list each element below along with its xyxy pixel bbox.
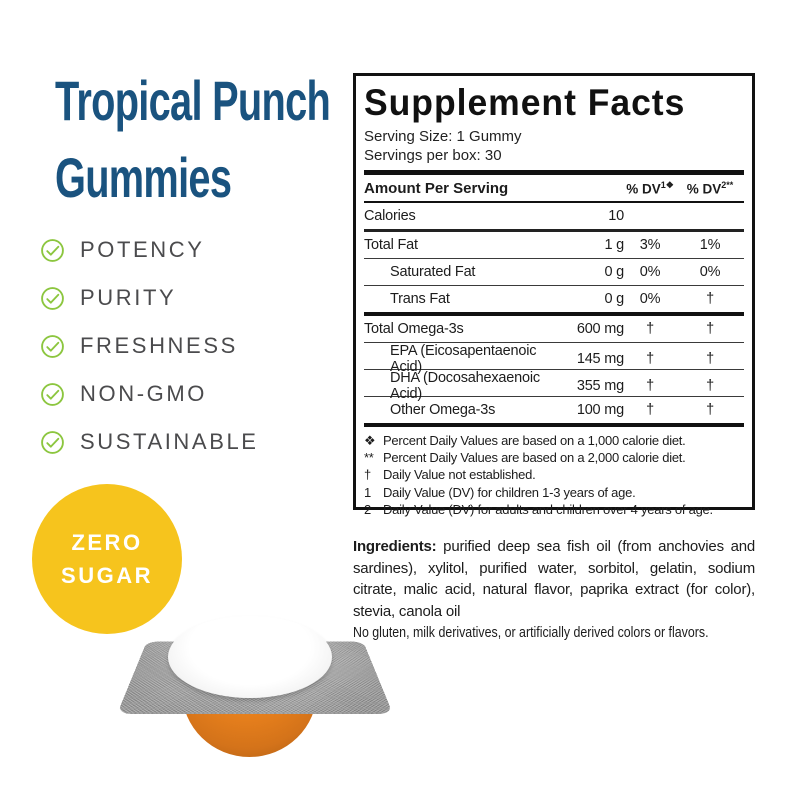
- footnote-text: Daily Value not established.: [383, 467, 536, 483]
- nutrient-name: Saturated Fat: [390, 264, 476, 280]
- dv1-value: 0%: [639, 291, 661, 307]
- facts-footnote: 1 Daily Value (DV) for children 1-3 years…: [364, 484, 744, 501]
- supplement-facts-title: Supplement Facts: [364, 82, 686, 123]
- no-claim-text: No gluten, milk derivatives, or artifici…: [353, 625, 709, 641]
- dv1-value: †: [646, 321, 654, 337]
- feature-item: SUSTAINABLE: [40, 418, 259, 466]
- footnote-symbol: 2: [364, 501, 371, 517]
- feature-item: NON-GMO: [40, 370, 259, 418]
- dv2-value: †: [706, 321, 714, 337]
- servings-per-box: Servings per box: 30: [364, 147, 502, 164]
- facts-rows: Calories 10 Total Fat 1 g 3% 1% Saturated Fat 0…: [364, 203, 744, 427]
- feature-list: POTENCY PURITY FRESHNESS NON-GMO SUSTAINABLE: [40, 226, 259, 466]
- feature-item: PURITY: [40, 274, 259, 322]
- feature-item: FRESHNESS: [40, 322, 259, 370]
- footnote-text: Daily Value (DV) for children 1-3 years …: [383, 484, 636, 500]
- thick-divider: [364, 170, 744, 175]
- dv2-value: †: [706, 378, 714, 394]
- header-dv1: % DV1❖: [626, 179, 674, 197]
- check-circle-icon: [41, 238, 64, 262]
- nutrient-amount: 145 mg: [576, 351, 624, 367]
- facts-row: Other Omega-3s 100 mg † †: [364, 397, 744, 427]
- footnote-text: Percent Daily Values are based on a 1,00…: [383, 433, 686, 448]
- dv2-value: †: [706, 351, 714, 367]
- feature-label: FRESHNESS: [80, 333, 238, 358]
- check-circle-icon: [41, 334, 64, 358]
- dv1-value: †: [646, 378, 654, 394]
- nutrient-name: Other Omega-3s: [390, 402, 496, 418]
- badge-line2: SUGAR: [61, 563, 153, 588]
- nutrient-amount: 355 mg: [576, 378, 624, 394]
- feature-item: POTENCY: [40, 226, 259, 274]
- nutrient-amount: 100 mg: [576, 402, 624, 418]
- facts-row: Calories 10: [364, 203, 744, 232]
- dv2-value: †: [706, 402, 714, 418]
- nutrient-name: EPA (Eicosapentaenoic Acid): [390, 343, 537, 375]
- nutrient-name: Total Omega-3s: [364, 321, 464, 337]
- dv2-value: 1%: [699, 237, 721, 253]
- footnote-symbol: 1: [364, 484, 371, 500]
- nutrient-name: DHA (Docosahexaenoic Acid): [390, 370, 540, 402]
- facts-row: DHA (Docosahexaenoic Acid) 355 mg † †: [364, 370, 744, 402]
- badge-line1: ZERO: [71, 530, 143, 555]
- nutrient-amount: 10: [608, 208, 624, 224]
- ingredients-paragraph: Ingredients: purified deep sea fish oil …: [353, 536, 755, 622]
- facts-footnotes: ❖ Percent Daily Values are based on a 1,0…: [364, 427, 744, 518]
- check-circle-icon: [41, 286, 64, 310]
- dv2-value: †: [706, 291, 714, 307]
- nutrient-name: Calories: [364, 208, 416, 224]
- ingredients-label: Ingredients:: [353, 538, 437, 555]
- nutrient-amount: 0 g: [604, 291, 624, 307]
- feature-label: NON-GMO: [80, 381, 207, 406]
- footnote-text: Percent Daily Values are based on a 2,00…: [383, 450, 686, 466]
- facts-footnote: 2 Daily Value (DV) for adults and childre…: [364, 501, 744, 518]
- gummy-blister-image: [110, 600, 410, 800]
- supplement-facts-panel: Supplement Facts Serving Size: 1 Gummy S…: [353, 73, 755, 517]
- product-title: Tropical Punch Gummies: [55, 62, 331, 216]
- nutrient-amount: 0 g: [604, 264, 624, 280]
- feature-label: POTENCY: [80, 237, 205, 262]
- ingredients-text: purified deep sea fish oil (from anchovi…: [353, 538, 756, 620]
- dv2-value: 0%: [699, 264, 721, 280]
- blister-dome-icon: [168, 616, 332, 698]
- nutrient-name: Total Fat: [364, 237, 418, 253]
- nutrient-amount: 600 mg: [576, 321, 624, 337]
- facts-row: Trans Fat 0 g 0% †: [364, 286, 744, 316]
- facts-row: Saturated Fat 0 g 0% 0%: [364, 259, 744, 286]
- footnote-symbol: **: [364, 450, 374, 466]
- dv1-value: †: [646, 402, 654, 418]
- facts-header-row: Amount Per Serving % DV1❖ % DV2**: [364, 175, 744, 203]
- zero-sugar-badge: ZERO SUGAR: [32, 484, 182, 634]
- footnote-symbol: ❖: [364, 433, 376, 448]
- header-amount-per-serving: Amount Per Serving: [364, 179, 509, 197]
- dv1-value: †: [646, 351, 654, 367]
- facts-row: EPA (Eicosapentaenoic Acid) 145 mg † †: [364, 343, 744, 375]
- serving-size: Serving Size: 1 Gummy: [364, 128, 522, 145]
- footnote-symbol: †: [364, 467, 371, 483]
- facts-row: Total Omega-3s 600 mg † †: [364, 316, 744, 343]
- facts-footnote: ** Percent Daily Values are based on a 2,…: [364, 449, 744, 466]
- footnote-text: Daily Value (DV) for adults and children…: [383, 501, 713, 517]
- product-title-line2: Gummies: [55, 146, 232, 209]
- header-dv2: % DV2**: [686, 179, 734, 197]
- nutrient-amount: 1 g: [604, 237, 624, 253]
- facts-row: Total Fat 1 g 3% 1%: [364, 232, 744, 259]
- check-circle-icon: [41, 382, 64, 406]
- facts-footnote: † Daily Value not established.: [364, 466, 744, 483]
- dv1-value: 3%: [639, 237, 661, 253]
- check-circle-icon: [41, 430, 64, 454]
- nutrient-name: Trans Fat: [390, 291, 450, 307]
- feature-label: SUSTAINABLE: [80, 429, 259, 454]
- feature-label: PURITY: [80, 285, 177, 310]
- product-title-line1: Tropical Punch: [55, 69, 331, 132]
- facts-footnote: ❖ Percent Daily Values are based on a 1,0…: [364, 432, 744, 449]
- dv1-value: 0%: [639, 264, 661, 280]
